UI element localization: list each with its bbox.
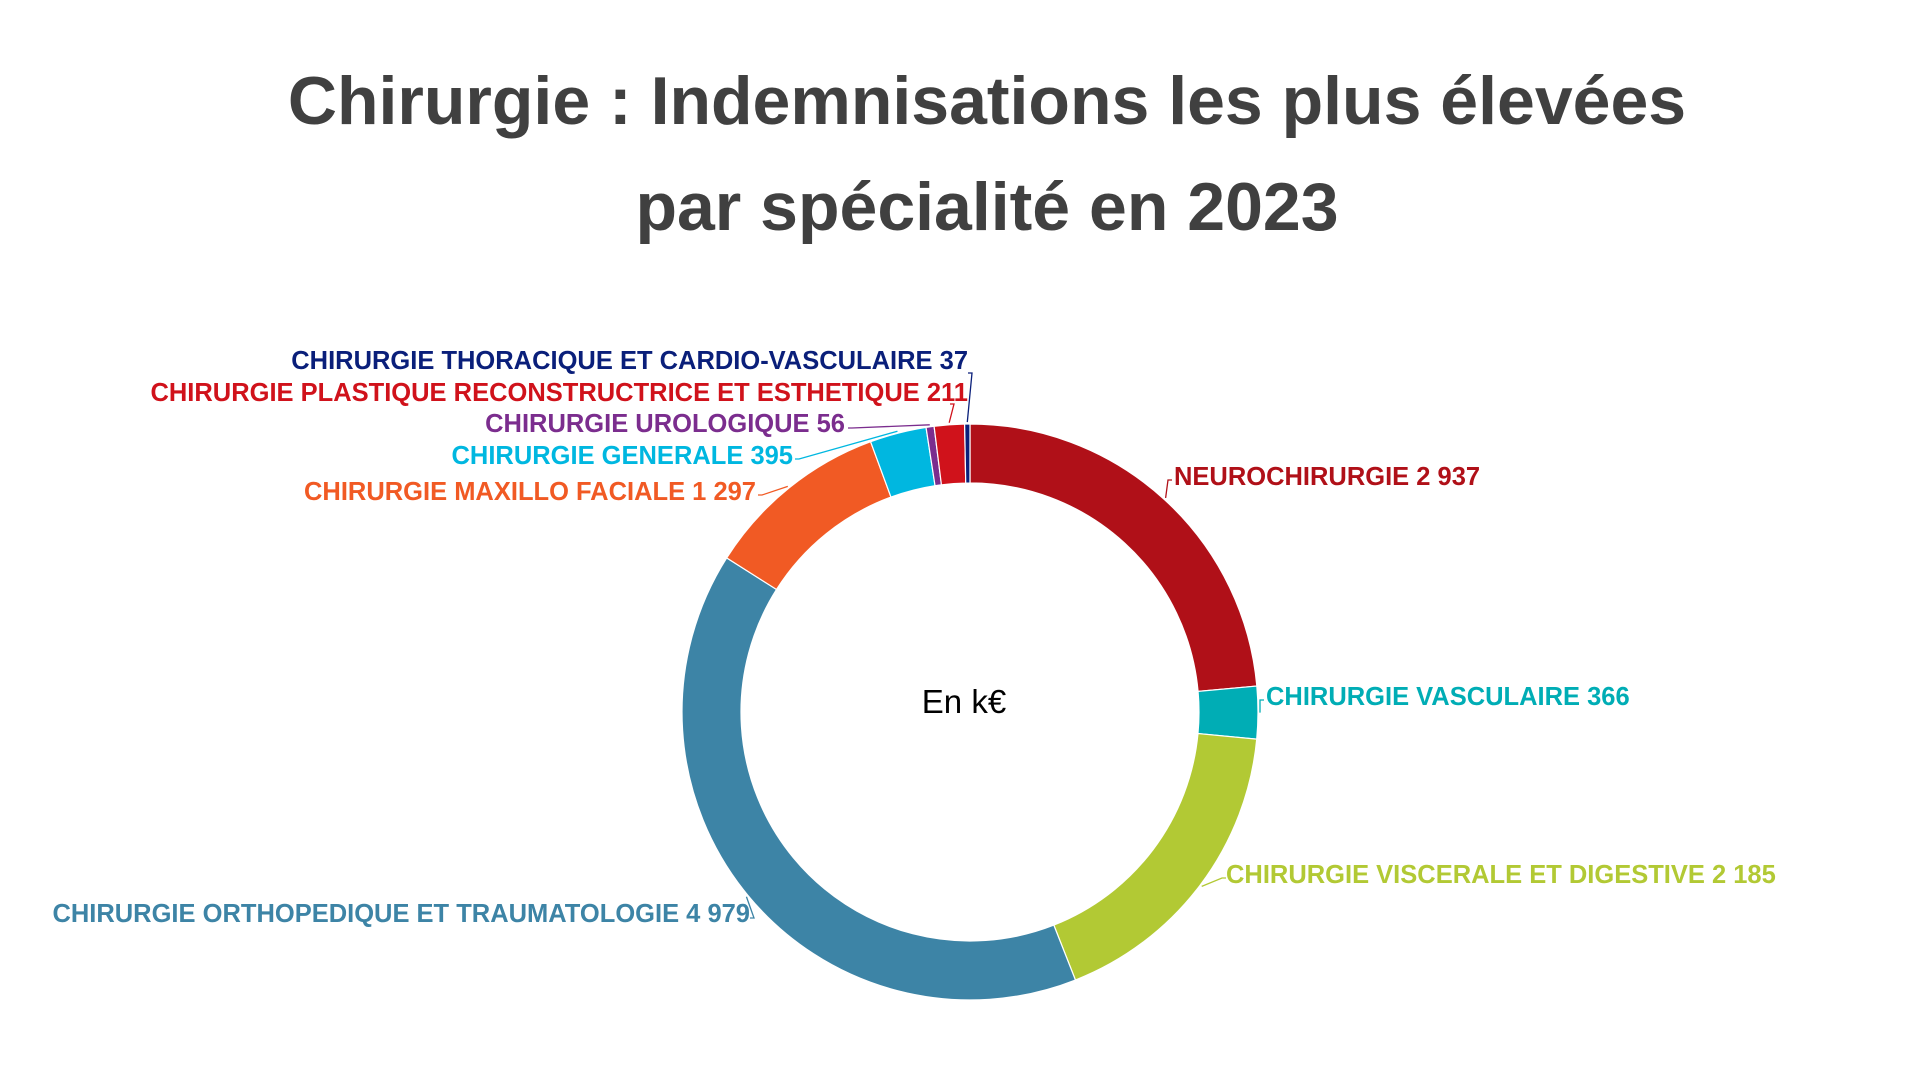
chart-title: Chirurgie : Indemnisations les plus élev… <box>0 48 1920 260</box>
leader-line <box>948 403 955 423</box>
center-label: En k€ <box>922 683 1006 720</box>
leader-line <box>848 424 930 429</box>
slice-label: CHIRURGIE VISCERALE ET DIGESTIVE 2 185 <box>1226 861 1776 889</box>
leader-line <box>966 372 973 423</box>
leader-line <box>1164 479 1172 498</box>
slice-label: CHIRURGIE THORACIQUE ET CARDIO-VASCULAIR… <box>291 347 968 375</box>
slice-chirurgie-viscerale-et-digestive <box>1053 732 1258 981</box>
leader-line <box>745 896 755 919</box>
label-leader-lines <box>745 372 1264 919</box>
donut-slices <box>681 423 1259 1001</box>
slice-chirurgie-vasculaire <box>1197 685 1259 740</box>
slice-label: CHIRURGIE UROLOGIQUE 56 <box>485 410 845 438</box>
slice-label: CHIRURGIE VASCULAIRE 366 <box>1266 683 1630 711</box>
leader-line <box>1259 699 1264 713</box>
slice-label: NEUROCHIRURGIE 2 937 <box>1174 463 1480 491</box>
slice-chirurgie-thoracique-et-cardio-vasculaire <box>964 423 971 484</box>
slice-label: CHIRURGIE ORTHOPEDIQUE ET TRAUMATOLOGIE … <box>52 900 750 928</box>
slice-label: CHIRURGIE PLASTIQUE RECONSTRUCTRICE ET E… <box>150 379 968 407</box>
slice-label: CHIRURGIE MAXILLO FACIALE 1 297 <box>304 478 756 506</box>
leader-line <box>1201 877 1226 887</box>
chart-title-line-2: par spécialité en 2023 <box>635 169 1339 245</box>
leader-line <box>758 485 789 496</box>
slice-label: CHIRURGIE GENERALE 395 <box>452 442 794 470</box>
slice-labels: NEUROCHIRURGIE 2 937 CHIRURGIE VASCULAIRE… <box>52 347 1775 928</box>
leader-line <box>795 430 898 460</box>
slice-chirurgie-orthopedique-et-traumatologie <box>681 557 1077 1001</box>
chart-title-line-1: Chirurgie : Indemnisations les plus élev… <box>287 63 1687 139</box>
